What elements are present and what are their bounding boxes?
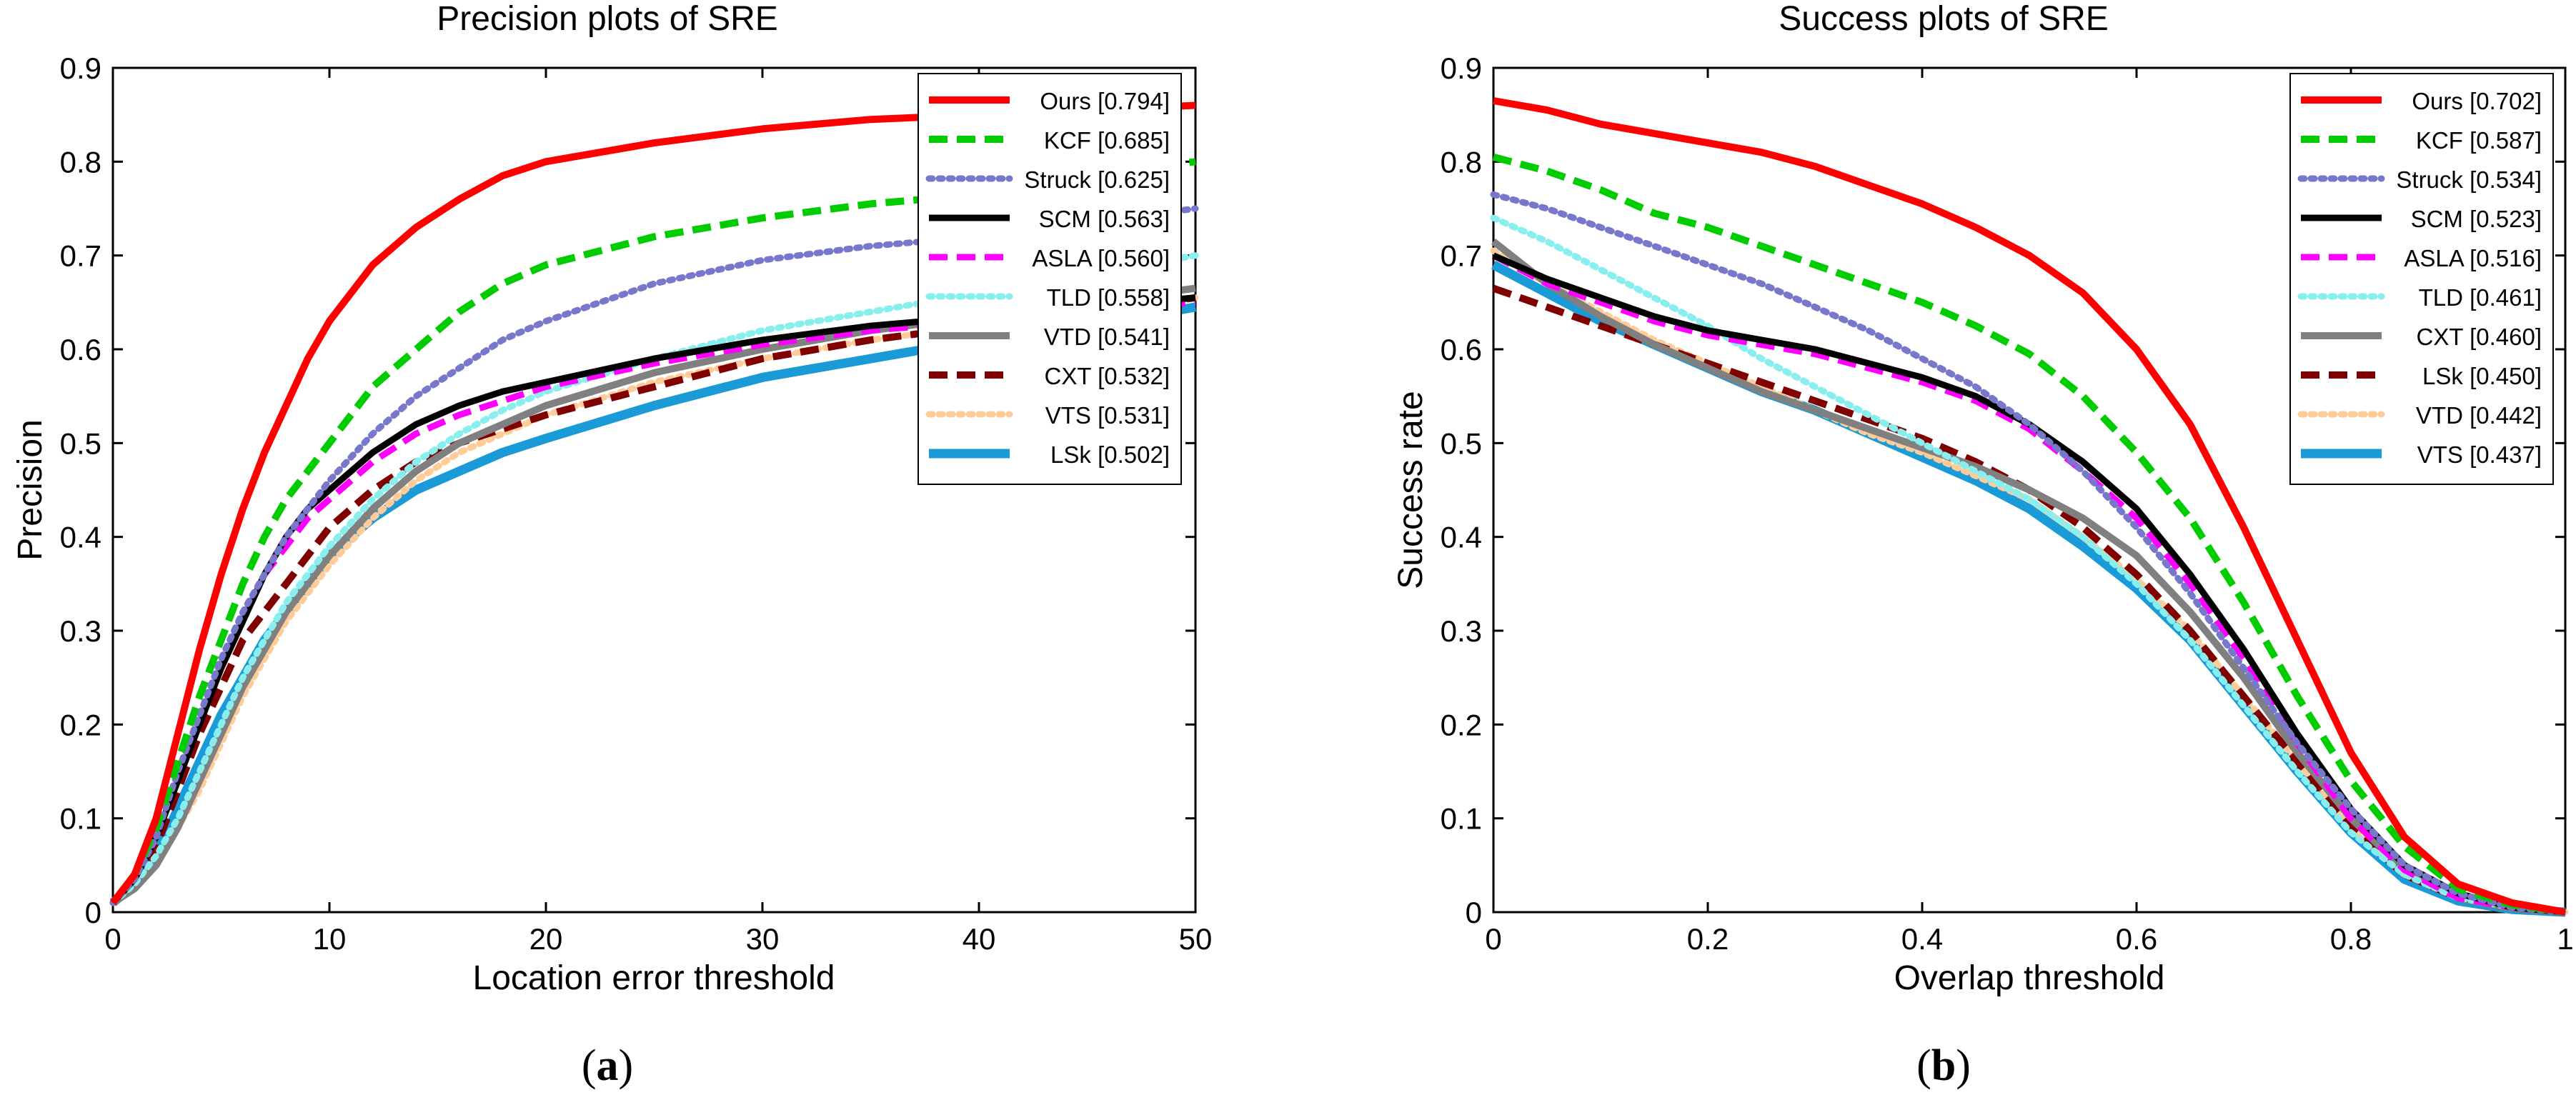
y-tick-label: 0.1 (60, 802, 101, 836)
y-tick-label: 0.6 (60, 333, 101, 366)
success-plot-ylabel: Success rate (1392, 391, 1430, 589)
series-line-kcf (110, 158, 1196, 905)
precision-plot-ticks: 0 10 20 30 40 50 0 0.1 0.2 0.3 0.4 0.5 0.6 0.7 0.8 0.9 (60, 51, 1213, 956)
precision-plot-series (109, 101, 1199, 906)
success-plot-legend: Ours [0.702] KCF [0.587] Struck [0.534] SCM… (2289, 73, 2554, 485)
x-tick-label: 0 (1485, 922, 1501, 956)
legend-label-kcf: KCF [0.685] (1044, 127, 1170, 154)
precision-plot-panel: Precision plots of SRE 0 10 20 30 40 50 0 0.1 0.… (11, 0, 1212, 1090)
success-plot-title: Success plots of SRE (1779, 0, 2109, 38)
legend-label-tld: TLD [0.461] (2419, 284, 2542, 311)
legend-label-vtd: VTD [0.442] (2416, 402, 2542, 429)
x-tick-label: 30 (746, 922, 780, 956)
y-tick-label: 0.3 (1441, 614, 1482, 648)
panel-label-a: (a) (582, 1041, 633, 1090)
precision-plot-legend: Ours [0.794] KCF [0.685] Struck [0.625] SCM… (917, 73, 1182, 485)
series-line-struck (109, 205, 1199, 906)
legend-label-asla: ASLA [0.516] (2404, 245, 2542, 271)
legend-label-cxt: CXT [0.532] (1045, 363, 1170, 389)
legend-label-struck: Struck [0.625] (1024, 166, 1170, 193)
y-tick-label: 0 (85, 896, 101, 929)
x-tick-label: 0.8 (2330, 922, 2372, 956)
legend-label-lsk: LSk [0.502] (1050, 441, 1170, 468)
y-tick-label: 0.5 (1441, 426, 1482, 460)
legend-label-kcf: KCF [0.587] (2416, 127, 2542, 154)
y-tick-label: 0.1 (1441, 802, 1482, 836)
series-line-struck (1490, 191, 2569, 916)
series-line-cxt (110, 294, 1196, 906)
series-line-asla (1491, 252, 2566, 916)
x-tick-label: 0 (104, 922, 121, 956)
success-plot-xlabel: Overlap threshold (1894, 959, 2165, 997)
legend-label-asla: ASLA [0.560] (1032, 245, 1170, 271)
y-tick-label: 0.9 (1441, 51, 1482, 85)
y-tick-label: 0.3 (60, 614, 101, 648)
y-tick-label: 0.4 (60, 521, 101, 554)
legend-label-scm: SCM [0.523] (2411, 206, 2542, 232)
success-plot-ticks: 0 0.2 0.4 0.6 0.8 1 0 0.1 0.2 0.3 0.4 0.5 0.6 0.7 0.8 0… (1441, 51, 2574, 956)
x-tick-label: 1 (2557, 922, 2573, 956)
y-tick-label: 0 (1466, 896, 1482, 929)
y-tick-label: 0.8 (1441, 145, 1482, 179)
x-tick-label: 40 (963, 922, 996, 956)
x-tick-label: 0.2 (1687, 922, 1729, 956)
success-plot-panel: Success plots of SRE 0 0.2 0.4 0.6 0.8 100.10… (1392, 0, 2574, 1090)
series-line-ours (110, 101, 1196, 905)
legend-label-scm: SCM [0.563] (1039, 206, 1170, 232)
legend-label-cxt: CXT [0.460] (2417, 324, 2542, 350)
legend-label-lsk: LSk [0.450] (2422, 363, 2542, 389)
legend-label-tld: TLD [0.558] (1047, 284, 1170, 311)
panel-label-b: (b) (1916, 1041, 1971, 1090)
series-line-tld (1490, 214, 2569, 916)
x-tick-label: 0.4 (1901, 922, 1943, 956)
success-plot-series (1490, 97, 2569, 917)
precision-plot-xlabel: Location error threshold (473, 959, 835, 997)
y-tick-label: 0.2 (1441, 708, 1482, 741)
y-tick-label: 0.8 (60, 145, 101, 179)
precision-plot-title: Precision plots of SRE (437, 0, 778, 38)
x-tick-label: 0.6 (2116, 922, 2157, 956)
legend-label-ours: Ours [0.794] (1040, 88, 1170, 114)
y-tick-label: 0.7 (1441, 239, 1482, 273)
series-line-tld (109, 252, 1199, 906)
y-tick-label: 0.6 (1441, 333, 1482, 366)
series-line-scm (110, 294, 1196, 905)
y-tick-label: 0.5 (60, 426, 101, 460)
legend-label-vts: VTS [0.531] (1045, 402, 1170, 429)
x-tick-label: 10 (313, 922, 347, 956)
series-line-kcf (1492, 153, 2566, 916)
series-line-ours (1493, 97, 2566, 916)
y-tick-label: 0.4 (1441, 521, 1482, 554)
y-tick-label: 0.7 (60, 239, 101, 273)
y-tick-label: 0.9 (60, 51, 101, 85)
legend-label-vts: VTS [0.437] (2417, 441, 2542, 468)
x-tick-label: 50 (1179, 922, 1213, 956)
y-tick-label: 0.2 (60, 708, 101, 741)
precision-plot-ylabel: Precision (11, 419, 49, 560)
legend-label-struck: Struck [0.534] (2396, 166, 2542, 193)
legend-label-ours: Ours [0.702] (2412, 88, 2542, 114)
legend-label-vtd: VTD [0.541] (1044, 324, 1170, 350)
x-tick-label: 20 (529, 922, 563, 956)
